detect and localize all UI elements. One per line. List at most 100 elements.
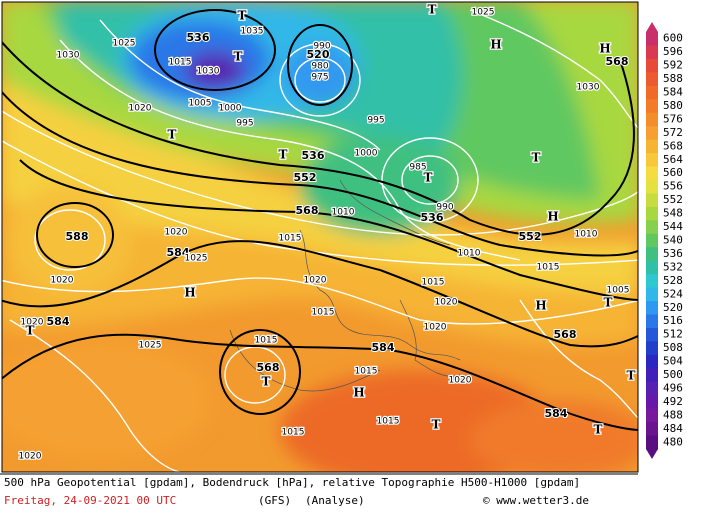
pressure-center: T <box>532 151 541 165</box>
isobar-label: 980 <box>311 62 328 72</box>
isobar-label: 995 <box>367 116 384 126</box>
thickness-field <box>2 2 638 472</box>
map-area <box>2 2 638 472</box>
isobar-label: 1020 <box>21 318 44 328</box>
pressure-center: H <box>599 42 610 56</box>
footer-model: (GFS) <box>258 494 291 507</box>
isobar-label: 1000 <box>355 149 378 159</box>
colorbar-label: 552 <box>663 193 683 206</box>
colorbar-swatch <box>646 166 658 181</box>
isobar-label: 1015 <box>422 278 445 288</box>
colorbar-label: 576 <box>663 112 683 125</box>
colorbar-label: 556 <box>663 180 683 193</box>
footer-date: Freitag, 24-09-2021 00 UTC <box>4 494 176 507</box>
colorbar-label: 492 <box>663 395 683 408</box>
pressure-center: T <box>168 128 177 142</box>
geopotential-label: 588 <box>66 230 89 243</box>
colorbar-label: 536 <box>663 247 683 260</box>
colorbar-swatch <box>646 179 658 194</box>
colorbar-label: 496 <box>663 381 683 394</box>
isobar-label: 1030 <box>577 83 600 93</box>
colorbar-label: 588 <box>663 72 683 85</box>
isobar-label: 990 <box>436 203 453 213</box>
isobar-label: 1020 <box>449 376 472 386</box>
colorbar-swatch <box>646 72 658 87</box>
colorbar-swatch <box>646 45 658 60</box>
colorbar-swatch <box>646 381 658 396</box>
geopotential-contours <box>2 9 638 431</box>
isobar-label: 1015 <box>169 58 192 68</box>
pressure-center: T <box>627 369 636 383</box>
pressure-center: T <box>594 423 603 437</box>
colorbar-swatch <box>646 220 658 235</box>
isobar-label: 1025 <box>139 341 162 351</box>
colorbar-swatch <box>646 327 658 342</box>
isobar-label: 1015 <box>355 367 378 377</box>
map-labels: 536 520 568 536 552 568 588 584 536 552 584 568 584 5… <box>17 1 636 463</box>
pressure-center: T <box>238 9 247 23</box>
geopotential-label: 536 <box>302 149 325 162</box>
colorbar-label: 500 <box>663 368 683 381</box>
colorbar-label: 592 <box>663 59 683 72</box>
colorbar-swatch <box>646 260 658 275</box>
isobar-label: 975 <box>311 73 328 83</box>
isobar-label: 1035 <box>241 27 264 37</box>
isobar-label: 1005 <box>189 99 212 109</box>
pressure-center: T <box>604 296 613 310</box>
geopotential-label: 568 <box>606 55 629 68</box>
geopotential-label: 584 <box>47 315 70 328</box>
colorbar-label: 520 <box>663 301 683 314</box>
geopotential-label: 520 <box>307 48 330 61</box>
isobar-label: 1020 <box>165 228 188 238</box>
colorbar-swatch <box>646 206 658 221</box>
footer-credit: © www.wetter3.de <box>483 494 589 507</box>
colorbar-swatch <box>646 435 658 450</box>
geopotential-label: 584 <box>545 407 568 420</box>
colorbar-label: 560 <box>663 166 683 179</box>
colorbar-label: 568 <box>663 139 683 152</box>
colorbar-label: 548 <box>663 207 683 220</box>
geopotential-label: 552 <box>519 230 542 243</box>
footer-caption: 500 hPa Geopotential [gpdam], Bodendruck… <box>4 476 580 489</box>
isobar-label: 985 <box>409 163 426 173</box>
isobar-label: 1020 <box>304 276 327 286</box>
colorbar-swatch <box>646 368 658 383</box>
geopotential-label: 568 <box>257 361 280 374</box>
colorbar-label: 564 <box>663 153 683 166</box>
isobar-label: 1020 <box>424 323 447 333</box>
colorbar-swatch <box>646 139 658 154</box>
colorbar-swatch <box>646 58 658 73</box>
colorbar-swatch <box>646 233 658 248</box>
isobar-label: 1000 <box>219 104 242 114</box>
colorbar-swatch <box>646 153 658 168</box>
colorbar-swatch <box>646 126 658 141</box>
isobar-label: 1015 <box>279 234 302 244</box>
pressure-center: T <box>279 148 288 162</box>
isobar-label: 990 <box>313 42 330 52</box>
coastlines <box>229 179 461 392</box>
colorbar-swatch <box>646 408 658 423</box>
colorbar-swatch <box>646 32 658 46</box>
isobar-label: 1015 <box>537 263 560 273</box>
isobar-label: 1025 <box>113 39 136 49</box>
pressure-center: T <box>432 418 441 432</box>
pressure-center: H <box>547 210 558 224</box>
isobar-label: 1020 <box>51 276 74 286</box>
colorbar-label: 596 <box>663 45 683 58</box>
geopotential-label: 552 <box>294 171 317 184</box>
colorbar-swatch <box>646 287 658 302</box>
colorbar-swatch <box>646 422 658 437</box>
pressure-center: T <box>26 324 35 338</box>
pressure-center: H <box>184 286 195 300</box>
colorbar-swatch <box>646 112 658 127</box>
colorbar-label: 484 <box>663 422 683 435</box>
geopotential-label: 568 <box>296 204 319 217</box>
pressure-center: T <box>262 375 271 389</box>
colorbar-label: 504 <box>663 355 683 368</box>
geopotential-label: 536 <box>421 211 444 224</box>
colorbar-label: 580 <box>663 99 683 112</box>
colorbar-swatch <box>646 395 658 410</box>
colorbar-swatch <box>646 85 658 100</box>
colorbar-label: 600 <box>663 32 683 45</box>
colorbar-swatch <box>646 341 658 356</box>
